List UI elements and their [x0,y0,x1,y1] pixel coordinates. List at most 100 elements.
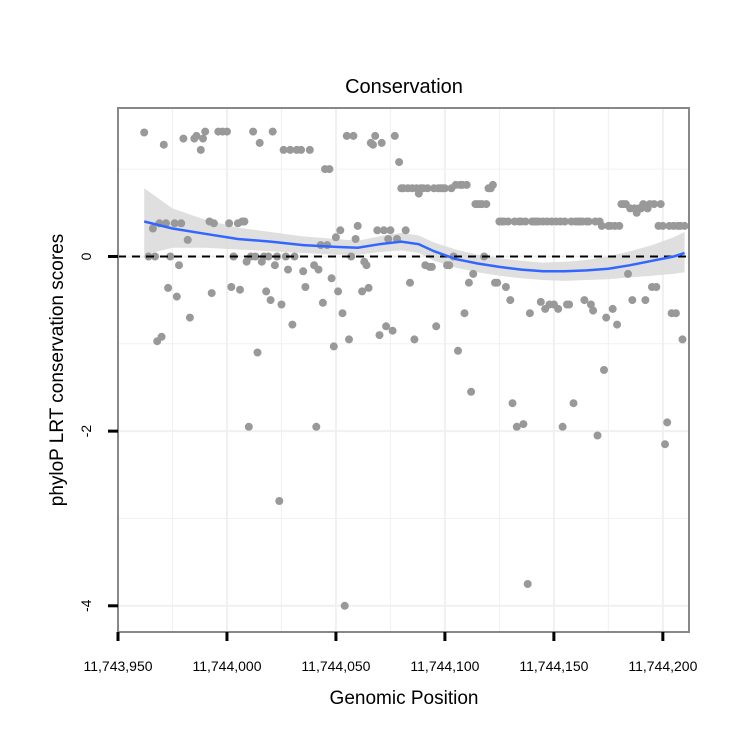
data-point [661,440,669,449]
data-point [201,127,210,136]
data-point [199,134,207,143]
data-point [264,252,273,261]
data-point [183,235,192,244]
data-point [519,420,528,429]
data-point [151,252,159,261]
y-axis-label: phyloP LRT conservation scores [47,234,68,507]
data-point [185,313,194,322]
data-point [482,200,491,209]
data-point [314,265,323,274]
x-tick-label: 11,744,000 [192,658,261,674]
x-axis-label: Genomic Position [330,688,479,709]
data-point [523,580,532,588]
data-point [641,296,650,305]
data-point [209,219,218,228]
x-tick-label: 11,744,200 [628,658,697,674]
confidence-ribbon [144,188,685,281]
data-point [493,278,502,287]
data-point [506,296,515,305]
data-point [390,131,399,140]
data-point [656,200,665,209]
data-point [268,127,277,136]
data-point [388,326,397,335]
panel-border [117,107,690,633]
data-point [334,287,343,296]
data-point [580,296,589,305]
data-point [177,219,186,228]
data-point [318,298,327,307]
x-tick-label: 11,744,100 [410,658,479,674]
data-point [312,422,321,431]
data-point [395,158,404,167]
data-point [369,140,377,149]
data-point [353,221,362,230]
data-point [192,131,201,140]
confidence-ribbon-layer [144,188,685,281]
data-point [501,283,510,291]
data-point [464,278,473,287]
data-point [338,309,347,318]
data-point [236,285,244,294]
data-point [196,145,205,154]
data-point [225,219,234,228]
data-point [325,165,334,174]
data-point [288,320,297,329]
data-point [301,283,310,291]
data-point [658,221,667,230]
data-point [432,322,441,331]
data-point [262,287,271,296]
data-point [560,217,569,226]
data-point [362,261,371,270]
data-point [525,309,534,318]
data-point [377,138,386,147]
data-point [584,217,593,226]
data-point [297,145,306,154]
y-tick-label: -2 [78,425,94,438]
data-point [586,300,595,309]
data-point [386,226,395,235]
data-point [266,296,275,305]
data-point [166,252,175,261]
data-point [305,145,314,154]
data-point [460,309,469,318]
data-point [255,138,264,147]
data-point [270,261,279,270]
points-layer [140,127,689,610]
data-point [608,304,617,313]
data-point [512,422,521,431]
data-point [179,134,188,143]
data-point [663,418,672,427]
data-point [467,387,476,396]
data-point [589,306,598,315]
data-point [299,267,308,276]
data-point [624,269,632,278]
data-point [558,422,567,431]
y-tick-label: -4 [78,599,94,612]
data-point [652,283,661,291]
data-point [251,252,260,261]
data-point [379,226,388,235]
data-point [375,331,384,340]
data-point [284,265,292,274]
data-point [615,221,624,230]
data-point [554,304,563,313]
data-point [342,131,351,140]
data-point [207,289,216,298]
data-point [371,131,380,140]
data-point [454,346,462,355]
data-point [373,226,382,235]
y-tick-label: 0 [78,252,94,260]
data-point [170,219,179,228]
data-point [406,278,414,287]
data-point [602,313,611,322]
data-point [286,145,295,154]
data-point [678,335,687,344]
chart-title: Conservation [345,76,463,98]
data-point [536,297,545,306]
data-point [159,140,168,149]
data-point [244,422,253,431]
data-point [565,300,574,309]
data-point [277,300,286,309]
